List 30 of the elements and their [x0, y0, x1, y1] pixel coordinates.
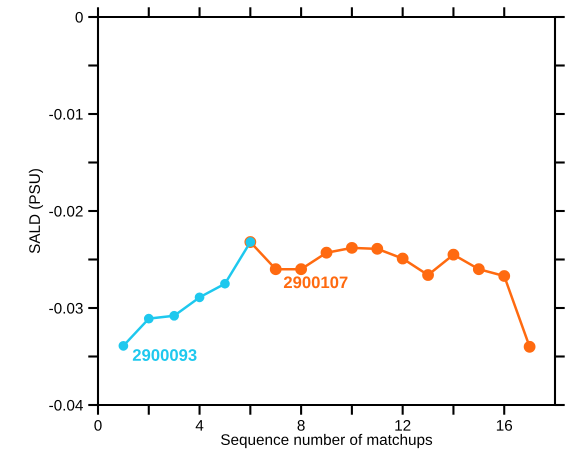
series-label: 2900093 — [132, 349, 197, 361]
x-tick-label: 16 — [496, 420, 512, 431]
y-tick-label: -0.03 — [49, 302, 83, 314]
point — [524, 340, 536, 353]
x-tick-label: 4 — [196, 420, 204, 431]
x-tick-label: 8 — [298, 420, 305, 431]
series-label: 2900107 — [284, 276, 348, 288]
point — [320, 246, 332, 259]
y-tick-label: -0.04 — [49, 400, 83, 411]
x-tick-label: 12 — [395, 420, 410, 431]
point — [346, 242, 358, 254]
point — [498, 270, 510, 282]
point — [144, 314, 154, 324]
x-tick-label: 0 — [94, 420, 102, 431]
point — [169, 310, 180, 321]
point — [448, 248, 460, 261]
y-tick-label: -0.02 — [49, 206, 83, 217]
point — [396, 252, 409, 264]
point — [270, 263, 282, 276]
point — [194, 292, 204, 302]
point — [371, 242, 384, 255]
point — [220, 278, 230, 289]
x-axis-title: Sequence number of matchups — [221, 434, 432, 448]
point — [422, 269, 434, 281]
point — [295, 263, 308, 276]
y-tick-label: 0 — [76, 12, 83, 23]
y-axis-title: SALD (PSU) — [28, 169, 44, 254]
y-tick-label: -0.01 — [49, 108, 83, 120]
point — [118, 340, 128, 351]
point — [472, 263, 485, 276]
